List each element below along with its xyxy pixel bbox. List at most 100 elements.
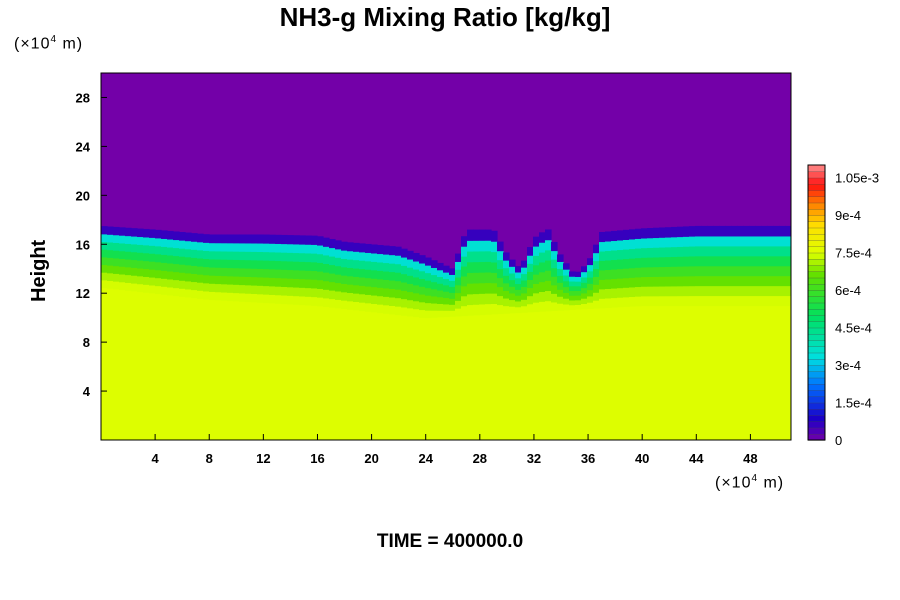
heatmap-cell bbox=[515, 289, 522, 296]
heatmap-cell bbox=[461, 305, 468, 317]
heatmap-cell bbox=[389, 288, 396, 298]
heatmap-cell bbox=[197, 249, 204, 259]
heatmap-cell bbox=[695, 245, 702, 257]
heatmap-cell bbox=[281, 277, 288, 287]
heatmap-cell bbox=[611, 287, 618, 299]
heatmap-cell bbox=[491, 282, 498, 294]
colorbar-swatch bbox=[807, 396, 826, 404]
heatmap-cell bbox=[149, 229, 156, 238]
heatmap-cell bbox=[713, 265, 720, 277]
heatmap-cell bbox=[575, 281, 582, 287]
heatmap-cell bbox=[425, 272, 432, 281]
heatmap-cell bbox=[365, 243, 372, 253]
heatmap-cell bbox=[221, 242, 228, 252]
heatmap-cell bbox=[737, 285, 744, 297]
heatmap-cell bbox=[413, 308, 420, 318]
heatmap-cell bbox=[641, 228, 648, 239]
heatmap-cell bbox=[383, 287, 390, 297]
heatmap-cell bbox=[203, 290, 210, 300]
heatmap-cell bbox=[653, 247, 660, 258]
heatmap-cell bbox=[743, 225, 750, 237]
heatmap-cell bbox=[287, 286, 294, 296]
heatmap-cell bbox=[413, 276, 420, 286]
heatmap-cell bbox=[233, 251, 240, 260]
heatmap-cell bbox=[107, 226, 114, 235]
y-tick-label: 20 bbox=[76, 188, 90, 203]
heatmap-cell bbox=[431, 302, 438, 311]
heatmap-cell bbox=[341, 283, 348, 293]
heatmap-cell bbox=[689, 226, 696, 237]
heatmap-cell bbox=[197, 241, 204, 251]
heatmap-cell bbox=[539, 242, 546, 253]
heatmap-cell bbox=[779, 265, 786, 277]
heatmap-cell bbox=[257, 242, 264, 253]
heatmap-cell bbox=[503, 275, 510, 284]
heatmap-cell bbox=[761, 245, 768, 257]
heatmap-cell bbox=[137, 244, 144, 253]
heatmap-cell bbox=[701, 265, 708, 277]
heatmap-cell bbox=[629, 229, 636, 240]
colorbar-swatch bbox=[807, 239, 826, 247]
heatmap-cell bbox=[689, 236, 696, 247]
heatmap-cell bbox=[329, 264, 336, 274]
heatmap-cell bbox=[245, 267, 252, 277]
heatmap-cell bbox=[755, 265, 762, 277]
heatmap-cell bbox=[371, 303, 378, 313]
heatmap-cell bbox=[563, 303, 570, 311]
heatmap-cell bbox=[773, 235, 780, 247]
heatmap-cell bbox=[323, 272, 330, 282]
heatmap-cell bbox=[611, 278, 618, 289]
colorbar-swatch bbox=[807, 358, 826, 366]
heatmap-cell bbox=[635, 228, 642, 239]
heatmap-cell bbox=[539, 281, 546, 293]
heatmap-cell bbox=[251, 259, 258, 269]
heatmap-cell bbox=[419, 301, 426, 311]
colorbar: 0 1.5e-4 3e-4 4.5e-4 6e-4 7.5e-4 9e-4 1.05e-3 bbox=[807, 164, 879, 448]
heatmap-cell bbox=[509, 266, 516, 274]
heatmap-cell bbox=[647, 286, 654, 297]
heatmap-cell bbox=[125, 235, 132, 244]
heatmap-cell bbox=[677, 226, 684, 238]
heatmap-cell bbox=[161, 230, 168, 239]
heatmap-cell bbox=[761, 265, 768, 277]
heatmap-cell bbox=[509, 299, 516, 307]
heatmap-cell bbox=[629, 248, 636, 259]
x-axis-ticks: 4 8 12 16 20 24 28 32 36 40 44 48 bbox=[152, 434, 758, 466]
heatmap-cell bbox=[665, 236, 672, 248]
heatmap-cell bbox=[701, 295, 708, 307]
heatmap-cell bbox=[725, 275, 732, 287]
heatmap-cell bbox=[191, 281, 198, 291]
heatmap-cell bbox=[143, 284, 150, 293]
heatmap-cell bbox=[191, 265, 198, 275]
heatmap-cell bbox=[353, 251, 360, 261]
heatmap-cell bbox=[557, 289, 564, 297]
heatmap-cell bbox=[269, 294, 276, 304]
heatmap-cell bbox=[281, 243, 288, 253]
colorbar-swatch bbox=[807, 302, 826, 310]
heatmap-cell bbox=[701, 255, 708, 267]
y-tick-label: 12 bbox=[76, 286, 90, 301]
heatmap-cell bbox=[695, 285, 702, 297]
heatmap-cell bbox=[557, 282, 564, 290]
heatmap-cell bbox=[173, 271, 180, 281]
heatmap-cell bbox=[701, 245, 708, 257]
heatmap-cell bbox=[185, 280, 192, 290]
heatmap-cell bbox=[773, 225, 780, 237]
heatmap-cell bbox=[113, 226, 120, 236]
heatmap-cell bbox=[131, 267, 138, 276]
heatmap-cell bbox=[395, 246, 402, 256]
heatmap-cell bbox=[443, 291, 450, 299]
heatmap-cell bbox=[185, 288, 192, 298]
heatmap-cell bbox=[545, 229, 552, 241]
heatmap-cell bbox=[731, 225, 738, 237]
heatmap-cell bbox=[107, 249, 114, 258]
heatmap-cell bbox=[647, 247, 654, 258]
heatmap-cell bbox=[287, 235, 294, 245]
heatmap-cell bbox=[359, 302, 366, 312]
heatmap-cell bbox=[101, 279, 108, 289]
heatmap-cell bbox=[743, 255, 750, 267]
colorbar-swatch bbox=[807, 208, 826, 216]
heatmap-cell bbox=[347, 300, 354, 310]
heatmap-cell bbox=[785, 245, 791, 257]
heatmap-cell bbox=[719, 235, 726, 247]
